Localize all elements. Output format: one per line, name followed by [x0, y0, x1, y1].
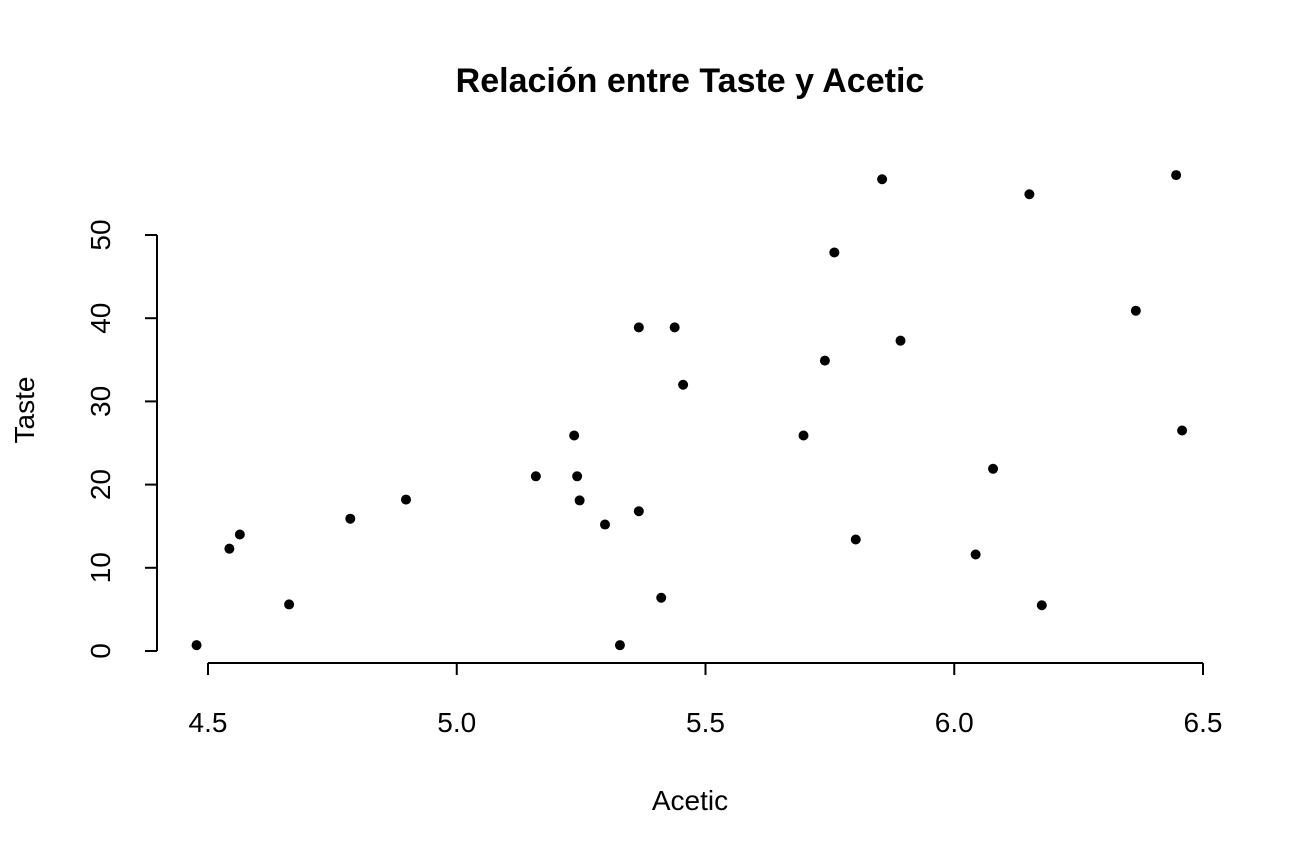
x-axis: 4.5 5.0 5.5 6.0 6.5 — [189, 662, 1223, 738]
data-point — [569, 430, 580, 441]
data-point — [656, 592, 667, 603]
x-tick-label: 6.5 — [1184, 707, 1223, 738]
data-point — [633, 506, 644, 517]
data-point — [1171, 170, 1182, 181]
data-point — [614, 640, 625, 651]
data-point — [284, 599, 295, 610]
y-tick-label: 10 — [85, 552, 116, 583]
y-tick-label: 30 — [85, 386, 116, 417]
data-point — [678, 379, 689, 390]
y-tick-label: 0 — [85, 643, 116, 659]
data-point — [530, 471, 541, 482]
x-axis-label: Acetic — [652, 785, 728, 816]
data-point — [669, 322, 680, 333]
x-tick-label: 6.0 — [935, 707, 974, 738]
y-tick-label: 50 — [85, 219, 116, 250]
x-tick-label: 5.0 — [437, 707, 476, 738]
y-tick-label: 40 — [85, 303, 116, 334]
data-point — [829, 247, 840, 258]
data-point — [798, 430, 809, 441]
data-point — [224, 543, 235, 554]
chart-title: Relación entre Taste y Acetic — [456, 62, 925, 100]
data-point — [633, 322, 644, 333]
data-point — [191, 640, 202, 651]
data-point — [600, 519, 611, 530]
data-point — [850, 534, 861, 545]
data-point — [345, 513, 356, 524]
data-point — [1024, 189, 1035, 200]
data-point — [572, 471, 583, 482]
y-axis-label: Taste — [9, 377, 40, 444]
data-point — [234, 529, 245, 540]
data-point — [401, 494, 412, 505]
x-tick-label: 4.5 — [189, 707, 228, 738]
x-tick-label: 5.5 — [686, 707, 725, 738]
data-point — [895, 335, 906, 346]
data-point — [1036, 600, 1047, 611]
data-point — [1177, 425, 1188, 436]
data-point — [1130, 305, 1141, 316]
data-point — [970, 549, 981, 560]
data-point — [574, 495, 585, 506]
data-point — [988, 463, 999, 474]
data-points — [191, 170, 1188, 651]
y-axis: 0 10 20 30 40 50 — [85, 219, 158, 659]
y-tick-label: 20 — [85, 469, 116, 500]
data-point — [819, 355, 830, 366]
data-point — [877, 174, 888, 185]
